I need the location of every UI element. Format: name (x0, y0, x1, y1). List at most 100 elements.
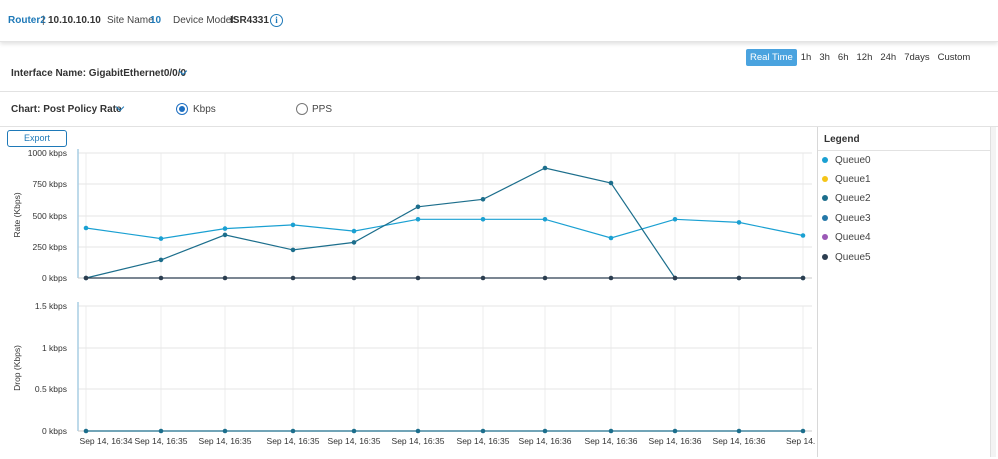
data-point-queue2 (542, 165, 548, 171)
time-range-12h[interactable]: 12h (856, 52, 873, 63)
data-point-queue5 (608, 275, 614, 281)
data-point-queue2 (158, 257, 164, 263)
legend-panel: Legend Queue0 Queue1 Queue2 Queue3 Queue… (817, 127, 991, 457)
time-range-custom[interactable]: Custom (937, 52, 971, 63)
data-point-queue0 (608, 235, 614, 241)
legend-divider (818, 150, 991, 151)
data-point-queue5 (542, 275, 548, 281)
legend-dot-icon (822, 195, 828, 201)
x-tick-label: Sep 14, 16:35 (199, 436, 252, 446)
data-point-queue2 (222, 232, 228, 238)
time-range-bar: Real Time 1h 3h 6h 12h 24h 7days Custom (746, 49, 974, 66)
legend-item-queue0[interactable]: Queue0 (822, 153, 871, 167)
time-range-realtime[interactable]: Real Time (746, 49, 797, 66)
y-tick-label: 500 kbps (33, 211, 68, 221)
data-point-queue0 (415, 217, 421, 222)
x-tick-label: Sep 14, 16:36 (649, 436, 702, 446)
legend-dot-icon (822, 176, 828, 182)
data-point-queue5 (672, 275, 678, 281)
y-tick-label: 0.5 kbps (35, 384, 67, 394)
legend-label: Queue5 (835, 251, 871, 263)
data-point-queue2 (608, 180, 614, 186)
legend-item-queue2[interactable]: Queue2 (822, 191, 871, 205)
time-range-1h[interactable]: 1h (800, 52, 812, 63)
data-point-queue5 (351, 275, 357, 281)
y-tick-label: 1 kbps (42, 343, 67, 353)
data-point-queue2 (736, 428, 742, 434)
data-point-queue2 (672, 428, 678, 434)
data-point-queue0 (800, 233, 806, 238)
pps-radio[interactable] (296, 103, 308, 115)
series-line-queue0 (85, 218, 804, 240)
data-point-queue2 (480, 428, 486, 434)
interface-selector[interactable]: Interface Name: GigabitEthernet0/0/0 (11, 68, 186, 79)
chart-type-label: Chart: Post Policy Rate (11, 104, 122, 115)
time-range-7days[interactable]: 7days (904, 52, 930, 63)
legend-scrollbar[interactable] (990, 127, 996, 457)
legend-dot-icon (822, 234, 828, 240)
legend-item-queue1[interactable]: Queue1 (822, 172, 871, 186)
legend-dot-icon (822, 215, 828, 221)
y-tick-label: 250 kbps (33, 242, 68, 252)
data-point-queue2 (351, 240, 357, 245)
x-tick-label: Sep 14, 16:35 (392, 436, 445, 446)
legend-label: Queue4 (835, 231, 871, 243)
legend-dot-icon (822, 157, 828, 163)
data-point-queue2 (415, 204, 421, 210)
data-point-queue5 (158, 275, 164, 281)
x-tick-label: Sep 14, 16:36 (519, 436, 572, 446)
legend-label: Queue3 (835, 212, 871, 224)
data-point-queue2 (608, 428, 614, 434)
divider (0, 91, 998, 92)
data-point-queue0 (351, 228, 357, 234)
x-tick-label: Sep 14, 16:36 (713, 436, 766, 446)
info-icon[interactable]: i (270, 14, 283, 27)
device-model-value: ISR4331 (230, 15, 269, 26)
data-point-queue5 (222, 275, 228, 281)
data-point-queue0 (158, 236, 164, 241)
data-point-queue2 (415, 428, 421, 434)
data-point-queue5 (800, 275, 806, 281)
data-point-queue0 (672, 217, 678, 222)
data-point-queue5 (736, 275, 742, 281)
x-tick-label: Sep 14, 16:36 (585, 436, 638, 446)
chart-type-selector[interactable]: Chart: Post Policy Rate (11, 104, 122, 115)
interface-label: Interface Name: GigabitEthernet0/0/0 (11, 68, 187, 79)
data-point-queue0 (290, 222, 296, 228)
kbps-radio-label: Kbps (193, 104, 216, 115)
device-header: Router2 | 10.10.10.10 Site Name 10 Devic… (0, 0, 998, 42)
data-point-queue5 (480, 275, 486, 281)
site-name-value: 10 (150, 15, 162, 26)
data-point-queue2 (83, 428, 89, 434)
data-point-queue0 (736, 220, 742, 225)
data-point-queue0 (480, 217, 486, 222)
data-point-queue0 (542, 217, 548, 222)
rate-drop-charts: 0 kbps 250 kbps 500 kbps 750 kbps 1000 kbps R… (12, 148, 816, 446)
kbps-radio[interactable] (176, 103, 188, 115)
legend-item-queue4[interactable]: Queue4 (822, 230, 871, 244)
y-tick-label: 1000 kbps (28, 148, 67, 158)
legend-label: Queue0 (835, 154, 871, 166)
router-name[interactable]: Router2 (8, 15, 46, 26)
x-tick-label: Sep 14, 16:35 (457, 436, 510, 446)
y-axis-label: Rate (Kbps) (12, 192, 22, 238)
data-point-queue0 (83, 225, 89, 231)
data-point-queue2 (800, 428, 806, 434)
time-range-3h[interactable]: 3h (819, 52, 830, 63)
time-range-24h[interactable]: 24h (880, 52, 897, 63)
legend-item-queue3[interactable]: Queue3 (822, 211, 871, 225)
x-tick-label: Sep 14, 16:35 (267, 436, 320, 446)
export-button[interactable]: Export (7, 130, 67, 147)
time-range-6h[interactable]: 6h (837, 52, 849, 63)
y-tick-label: 0 kbps (42, 273, 67, 283)
data-point-queue5 (83, 275, 89, 281)
x-tick-label: Sep 14, 16:35 (135, 436, 188, 446)
divider (0, 126, 998, 127)
header-separator: | (42, 15, 45, 26)
data-point-queue5 (415, 275, 421, 281)
data-point-queue5 (290, 275, 296, 281)
legend-item-queue5[interactable]: Queue5 (822, 250, 871, 264)
router-ip: 10.10.10.10 (48, 15, 101, 26)
x-tick-label: Sep 14, 16:35 (328, 436, 381, 446)
data-point-queue2 (290, 428, 296, 434)
